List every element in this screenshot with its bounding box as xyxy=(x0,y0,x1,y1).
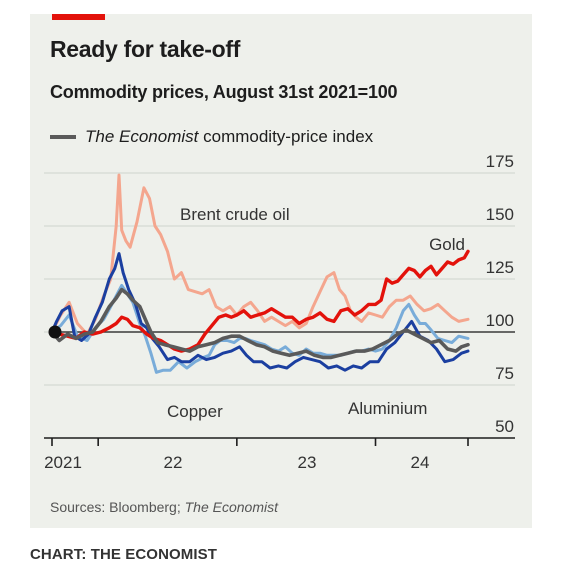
series-line-brent-crude-oil xyxy=(50,173,470,336)
series-line-the-economist-commodity-price-index xyxy=(50,287,470,360)
y-tick-labels: 50 75 100 125 150 175 xyxy=(486,152,514,436)
y-tick-label-150: 150 xyxy=(486,205,514,224)
source-note: Sources: Bloomberg; The Economist xyxy=(50,499,278,515)
annotation-aluminium: Aluminium xyxy=(348,399,427,418)
y-tick-label-100: 100 xyxy=(486,311,514,330)
chart-title: Ready for take-off xyxy=(50,36,241,62)
x-tick-label-23: 23 xyxy=(298,453,317,472)
line-chart: 50 75 100 125 150 175 2021 22 23 24 Brent crude … xyxy=(44,152,515,472)
x-tick-label-24: 24 xyxy=(411,453,430,472)
base-marker xyxy=(48,325,62,339)
y-tick-label-175: 175 xyxy=(486,152,514,171)
y-tick-label-75: 75 xyxy=(495,364,514,383)
chart-subtitle: Commodity prices, August 31st 2021=100 xyxy=(50,82,398,102)
brand-red-tab xyxy=(52,14,105,20)
y-tick-label-125: 125 xyxy=(486,258,514,277)
series-lines xyxy=(50,173,470,374)
chart-card: Ready for take-off Commodity prices, Aug… xyxy=(30,14,532,528)
legend: The Economist commodity-price index xyxy=(50,127,373,147)
source-italic: The Economist xyxy=(184,499,278,515)
gridlines xyxy=(44,172,515,386)
source-prefix: Sources: Bloomberg; xyxy=(50,499,185,515)
x-tick-label-2021: 2021 xyxy=(44,453,82,472)
y-tick-label-50: 50 xyxy=(495,417,514,436)
annotation-gold: Gold xyxy=(429,235,465,254)
series-line-gold xyxy=(50,249,470,353)
legend-label-italic: The Economist xyxy=(85,127,199,146)
x-axis xyxy=(44,437,515,446)
x-tick-label-22: 22 xyxy=(164,453,183,472)
x-tick-labels: 2021 22 23 24 xyxy=(44,453,429,472)
annotation-copper: Copper xyxy=(167,402,223,421)
base-point-dot xyxy=(48,325,62,339)
legend-label-rest: commodity-price index xyxy=(198,127,374,146)
series-annotations: Brent crude oil Gold Copper Aluminium xyxy=(167,205,465,421)
legend-swatch-index xyxy=(50,135,76,139)
annotation-brent-crude-oil: Brent crude oil xyxy=(180,205,290,224)
legend-label: The Economist commodity-price index xyxy=(85,127,373,147)
chart-credit: CHART: THE ECONOMIST xyxy=(30,546,217,563)
series-line-aluminium xyxy=(50,252,470,372)
